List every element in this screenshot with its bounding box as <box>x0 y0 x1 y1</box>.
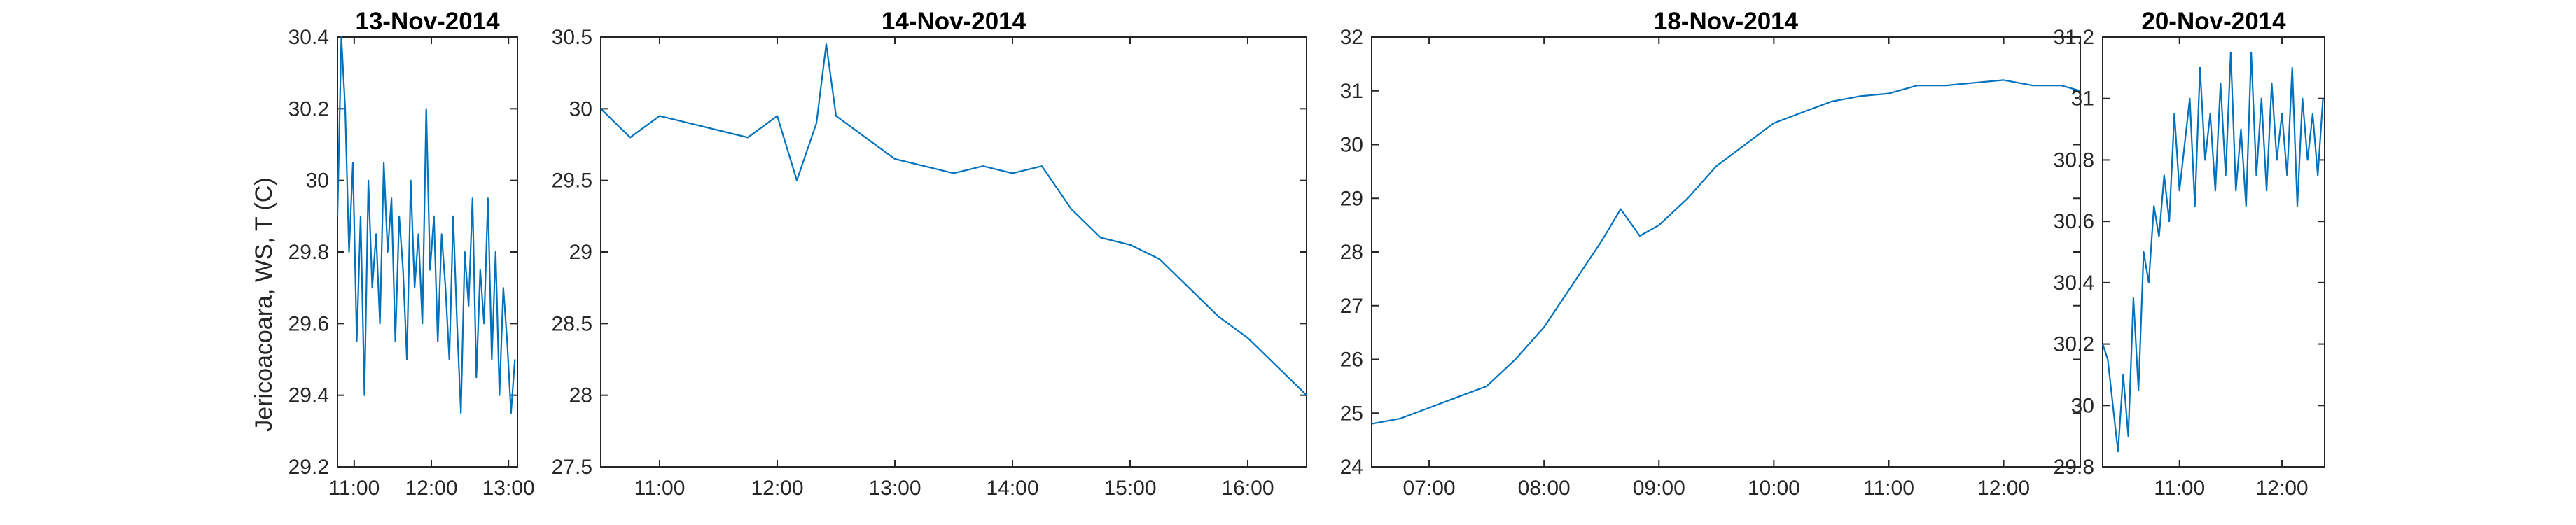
y-tick-label: 30.8 <box>2054 148 2094 172</box>
y-tick-label: 30 <box>2071 394 2094 417</box>
y-tick-label: 28 <box>1340 241 1363 264</box>
x-tick-label: 12:00 <box>405 477 457 500</box>
y-tick-label: 28 <box>569 384 592 407</box>
x-tick-label: 11:00 <box>1863 477 1914 500</box>
y-tick-label: 30.5 <box>552 26 592 49</box>
y-tick-label: 30 <box>569 97 592 120</box>
y-tick-label: 30 <box>1340 134 1363 157</box>
y-tick-label: 30.6 <box>2054 210 2094 233</box>
y-tick-label: 28.5 <box>552 312 592 335</box>
axes-box <box>600 36 1307 468</box>
axes-box <box>1371 36 2081 468</box>
charts-container: 29.2 29.4 29.6 29.8 30 30.2 30.4 11:00 12:00 13:0… <box>288 8 2325 500</box>
x-tick-label: 12:00 <box>1977 477 2030 500</box>
y-tick-label: 27 <box>1340 295 1363 318</box>
series-line <box>1371 79 2081 425</box>
series-line <box>2101 51 2324 453</box>
x-tick-label: 07:00 <box>1403 477 1456 500</box>
y-tick-label: 30.4 <box>288 26 329 49</box>
x-tick-label: 13:00 <box>868 477 921 500</box>
x-tick-label: 15:00 <box>1103 477 1156 500</box>
chart-title: 14-Nov-2014 <box>882 8 1026 35</box>
y-tick-label: 24 <box>1340 456 1363 479</box>
x-tick-label: 12:00 <box>2255 477 2308 500</box>
x-tick-label: 12:00 <box>751 477 803 500</box>
x-tick-label: 10:00 <box>1748 477 1800 500</box>
y-tick-label: 30.2 <box>288 97 329 120</box>
y-tick-label: 29.8 <box>288 241 329 264</box>
axes-box <box>337 36 518 468</box>
y-axis-label: Jericoacoara, WS, T (C) <box>251 177 277 431</box>
chart-title: 13-Nov-2014 <box>355 8 500 35</box>
y-tick-label: 29 <box>1340 187 1363 210</box>
x-tick-label: 08:00 <box>1518 477 1571 500</box>
y-tick-label: 30.4 <box>2054 272 2094 295</box>
y-tick-label: 25 <box>1340 402 1363 425</box>
x-tick-label: 13:00 <box>482 477 535 500</box>
chart-title: 18-Nov-2014 <box>1654 8 1799 35</box>
y-tick-label: 29 <box>569 241 592 264</box>
series-line <box>600 43 1307 396</box>
y-tick-label: 29.2 <box>288 456 329 479</box>
y-tick-label: 31 <box>2071 88 2094 111</box>
y-tick-label: 26 <box>1340 349 1363 372</box>
chart-panel-4: 29.8 30 30.2 30.4 30.6 30.8 31 31.2 11:00 12:00 20… <box>2054 8 2325 500</box>
axes-box <box>2102 36 2325 468</box>
y-tick-label: 29.4 <box>288 384 329 407</box>
x-tick-label: 11:00 <box>328 477 380 500</box>
chart-title: 20-Nov-2014 <box>2141 8 2286 35</box>
y-tick-label: 31.2 <box>2054 26 2094 49</box>
y-tick-label: 27.5 <box>552 456 592 479</box>
x-tick-label: 11:00 <box>634 477 685 500</box>
y-tick-label: 29.5 <box>552 169 592 192</box>
y-tick-label: 30 <box>306 169 329 192</box>
chart-panel-3: 24 25 26 27 28 29 30 31 32 07:00 08:00 09:00 10:00 11… <box>1340 8 2081 500</box>
x-tick-label: 16:00 <box>1221 477 1274 500</box>
series-line <box>336 36 516 414</box>
chart-panel-1: 29.2 29.4 29.6 29.8 30 30.2 30.4 11:00 12:00 13:0… <box>288 8 535 500</box>
y-tick-label: 29.6 <box>288 312 329 335</box>
x-tick-label: 11:00 <box>2154 477 2205 500</box>
x-tick-label: 09:00 <box>1633 477 1685 500</box>
y-tick-label: 31 <box>1340 80 1363 103</box>
y-tick-label: 29.8 <box>2054 456 2094 479</box>
y-tick-label: 30.2 <box>2054 333 2094 356</box>
x-tick-label: 14:00 <box>986 477 1038 500</box>
chart-panel-2: 27.5 28 28.5 29 29.5 30 30.5 11:00 12:00 13:00 14:… <box>552 8 1307 500</box>
y-tick-label: 32 <box>1340 26 1363 49</box>
